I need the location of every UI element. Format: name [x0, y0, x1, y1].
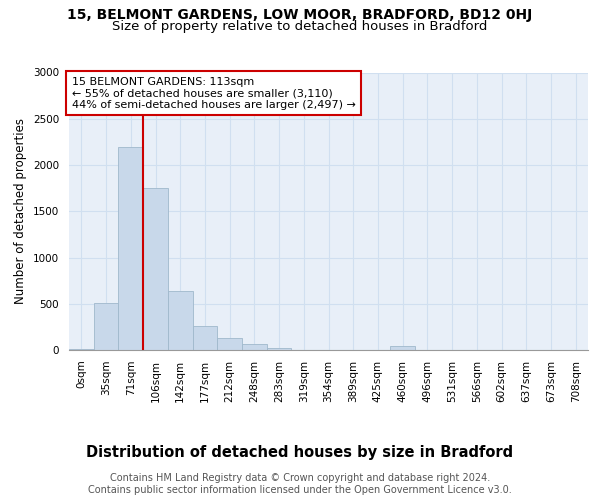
Bar — [69, 349, 94, 350]
Text: Size of property relative to detached houses in Bradford: Size of property relative to detached ho… — [112, 20, 488, 33]
Text: 15, BELMONT GARDENS, LOW MOOR, BRADFORD, BD12 0HJ: 15, BELMONT GARDENS, LOW MOOR, BRADFORD,… — [67, 8, 533, 22]
Bar — [267, 348, 292, 350]
Bar — [143, 188, 168, 350]
Bar — [217, 338, 242, 350]
Text: Contains HM Land Registry data © Crown copyright and database right 2024.
Contai: Contains HM Land Registry data © Crown c… — [88, 474, 512, 495]
Bar — [118, 146, 143, 350]
Bar — [94, 303, 118, 350]
Bar — [242, 344, 267, 350]
Bar — [168, 291, 193, 350]
Text: 15 BELMONT GARDENS: 113sqm
← 55% of detached houses are smaller (3,110)
44% of s: 15 BELMONT GARDENS: 113sqm ← 55% of deta… — [71, 76, 355, 110]
Y-axis label: Number of detached properties: Number of detached properties — [14, 118, 28, 304]
Text: Distribution of detached houses by size in Bradford: Distribution of detached houses by size … — [86, 445, 514, 460]
Bar — [193, 326, 217, 350]
Bar — [390, 346, 415, 350]
